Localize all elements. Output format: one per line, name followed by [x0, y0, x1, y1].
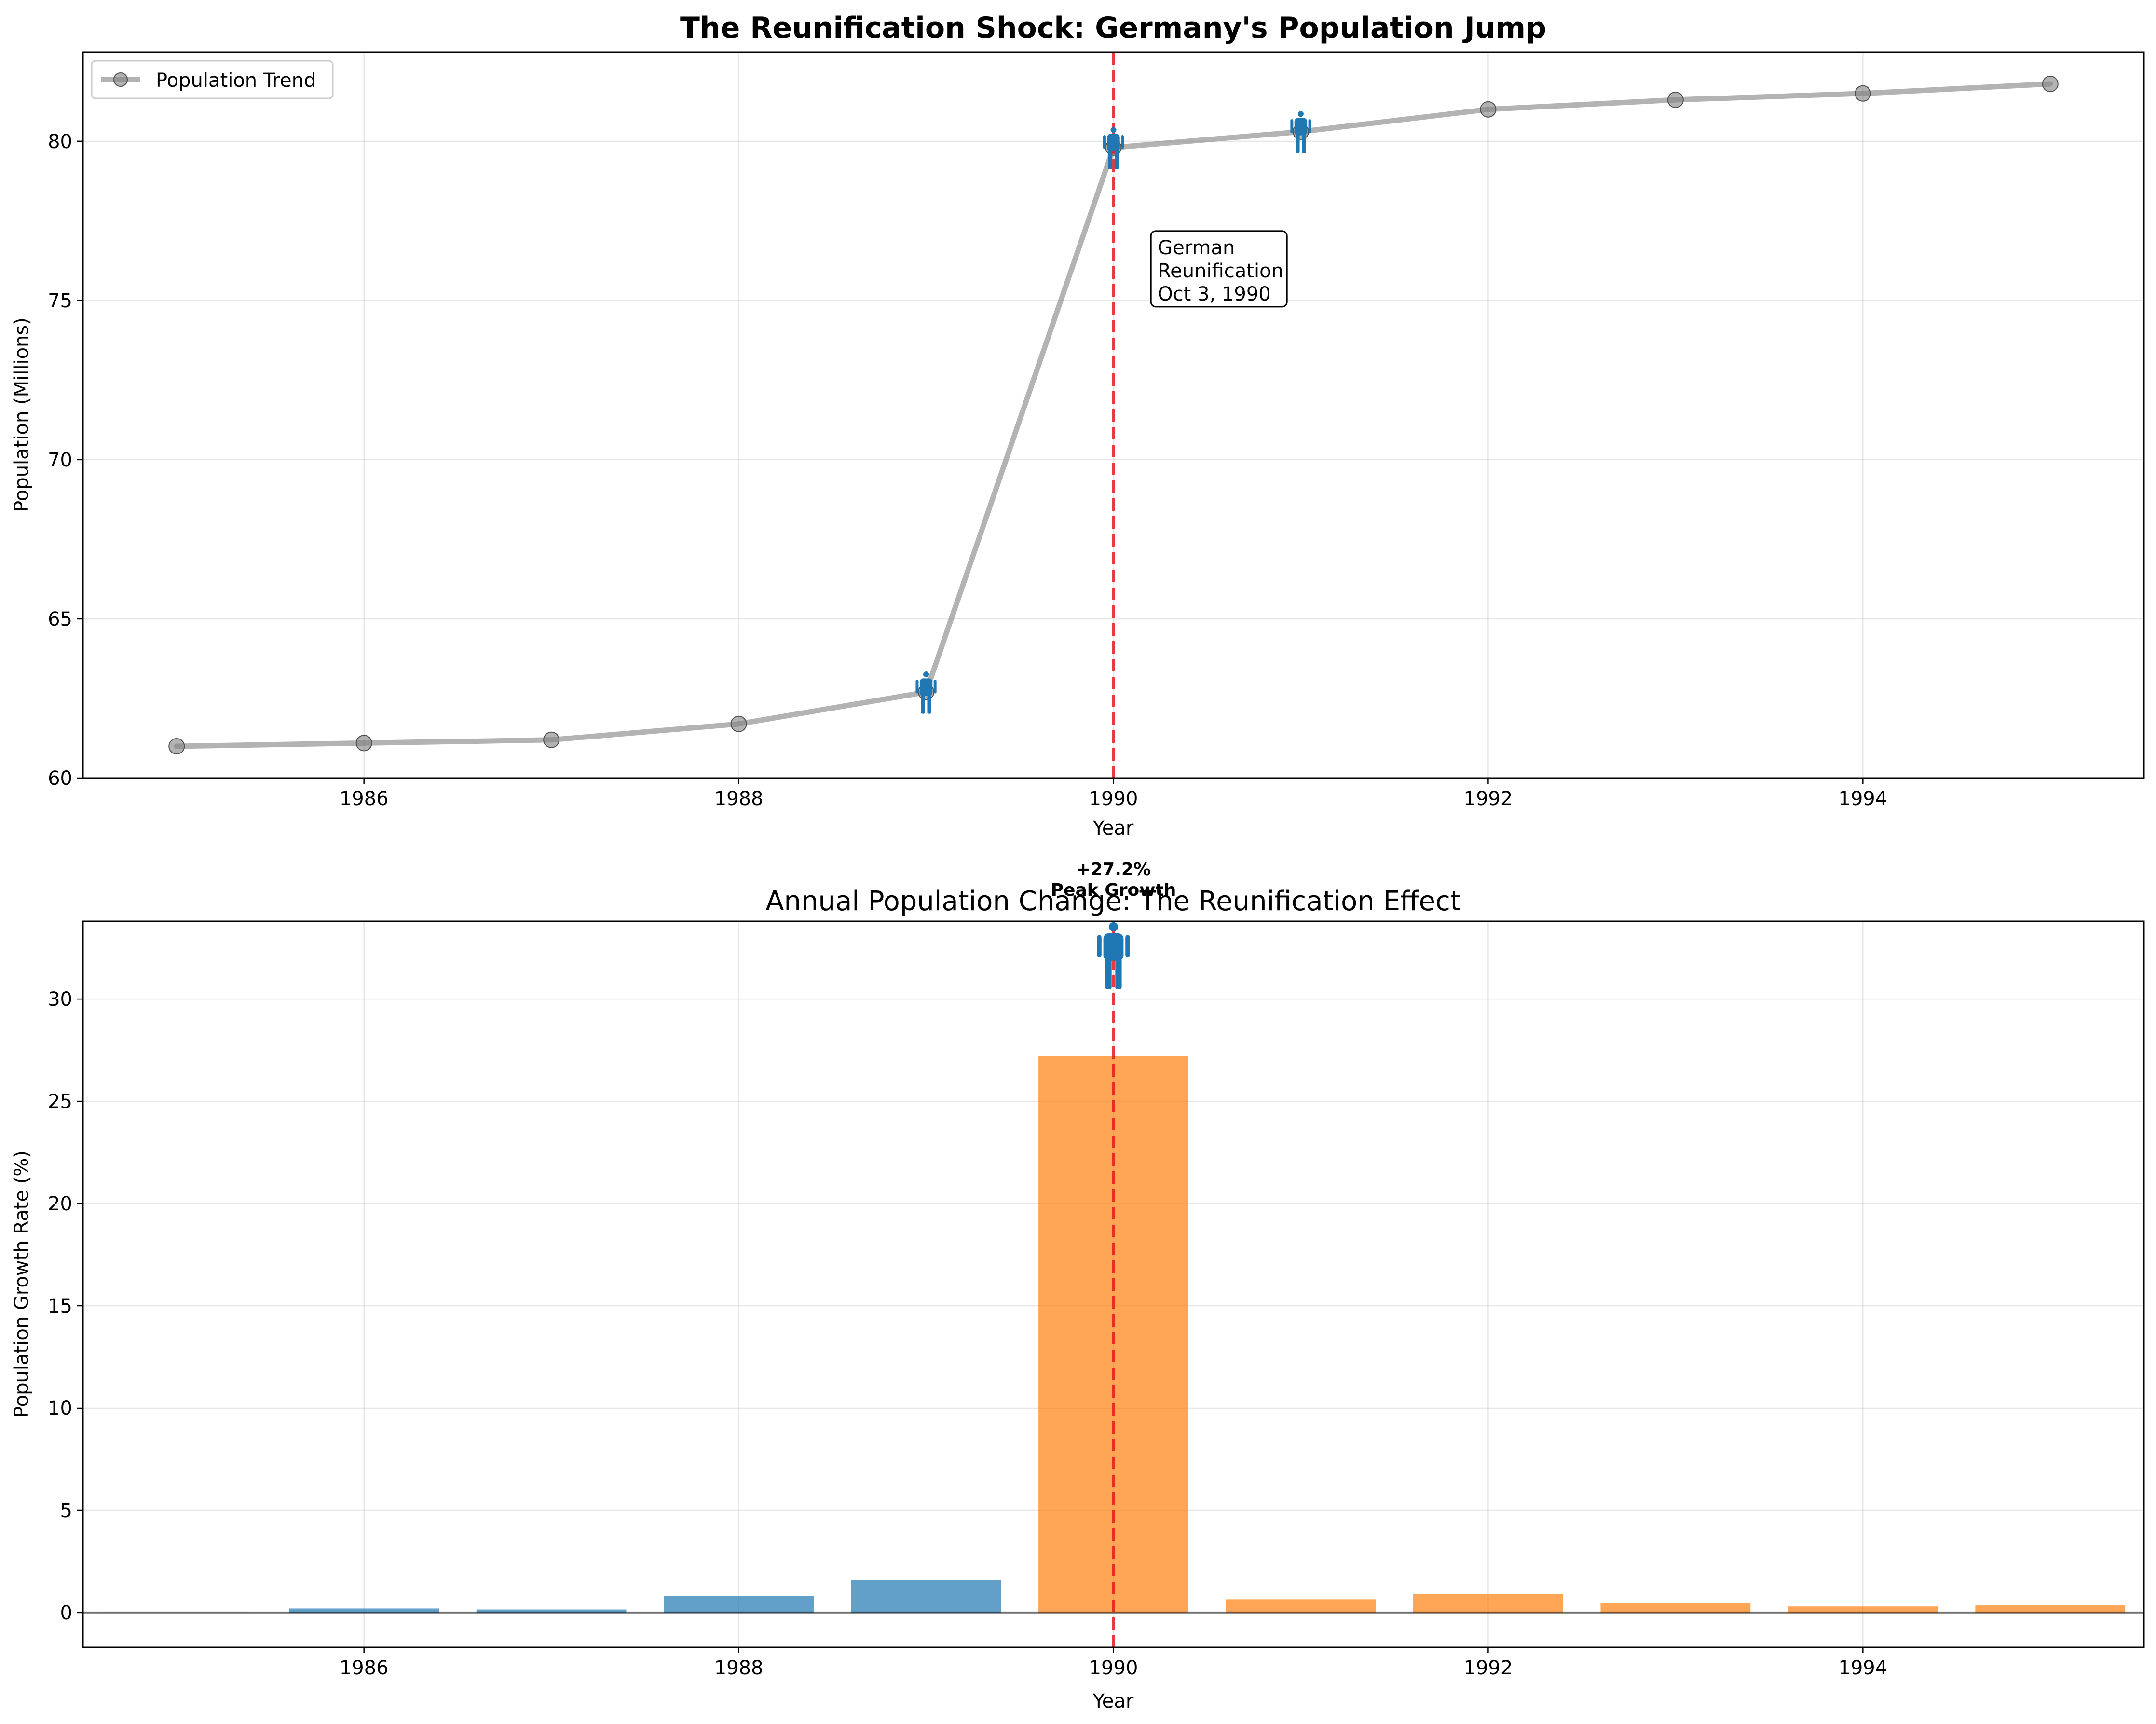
reunification-annotation: German Reunification Oct 3, 1990 [1150, 230, 1288, 308]
bottom-x-axis-label: Year [1092, 1690, 1134, 1712]
population-point [1480, 101, 1497, 118]
top-y-tick-label: 60 [48, 767, 72, 790]
person-icon-torso [919, 678, 933, 696]
peak-person-icon [1097, 922, 1130, 989]
person-icon [915, 671, 937, 714]
person-icon-right-arm [933, 679, 937, 694]
top-y-tick-label: 70 [48, 449, 72, 471]
peak-person-icon-head [1109, 922, 1118, 931]
top-plot-frame [82, 51, 2145, 779]
bottom-y-tick-label: 10 [48, 1397, 72, 1420]
growth-bar [851, 1580, 1001, 1613]
growth-bar [1788, 1606, 1938, 1613]
person-icon-left-leg [1108, 150, 1113, 169]
top-y-ticks: 60 65 70 75 80 [48, 131, 83, 790]
population-point [355, 735, 372, 752]
person-icon-head [1110, 127, 1117, 133]
annotation-line-3: Oct 3, 1990 [1158, 283, 1271, 305]
person-icon-torso [1107, 134, 1120, 151]
population-point [1667, 92, 1684, 109]
person-icon-right-arm [1308, 119, 1311, 133]
person-icon-left-arm [915, 679, 919, 694]
person-icon-torso [1294, 118, 1308, 136]
peak-growth-label: Peak Growth [1051, 880, 1176, 900]
growth-bar [476, 1609, 627, 1613]
bottom-x-tick-label: 1994 [1838, 1657, 1887, 1679]
peak-person-icon-right-leg [1115, 958, 1122, 989]
top-y-tick-label: 65 [48, 608, 72, 630]
person-icon-left-leg [921, 694, 925, 714]
annotation-line-2: Reunification [1158, 260, 1283, 282]
bottom-y-tick-label: 20 [48, 1193, 72, 1215]
population-point [1855, 85, 1871, 102]
person-icon-right-leg [927, 694, 931, 714]
top-x-tick-label: 1986 [340, 788, 389, 810]
peak-person-icon-torso [1103, 933, 1124, 961]
population-point [543, 731, 560, 748]
bottom-y-ticks: 0 5 10 15 20 25 30 [48, 988, 83, 1624]
population-chart: 1986 1988 1990 1992 1994 60 65 70 75 80 The Reun… [11, 11, 2145, 839]
top-x-tick-label: 1992 [1464, 788, 1513, 810]
person-icon-head [923, 671, 929, 677]
bottom-y-axis-label: Population Growth Rate (%) [11, 1150, 33, 1418]
top-x-axis-label: Year [1092, 817, 1134, 839]
person-icon-left-leg [1296, 134, 1300, 153]
legend-marker-swatch [113, 72, 128, 87]
growth-chart: 1986 1988 1990 1992 1994 0 5 10 15 20 25 30 Annual… [11, 860, 2145, 1712]
person-icon-head [1297, 111, 1304, 117]
bottom-x-ticks: 1986 1988 1990 1992 1994 [340, 1647, 1887, 1679]
bottom-y-tick-label: 30 [48, 988, 72, 1011]
growth-bar [664, 1596, 814, 1613]
peak-growth-value: +27.2% [1076, 860, 1151, 879]
legend-box [91, 60, 334, 99]
person-icon-left-arm [1103, 135, 1106, 149]
bottom-x-tick-label: 1986 [340, 1657, 389, 1679]
growth-bar [1226, 1599, 1376, 1613]
top-marks [168, 52, 2059, 778]
top-x-tick-label: 1994 [1838, 788, 1887, 810]
top-chart-title: The Reunification Shock: Germany's Popul… [680, 11, 1546, 45]
top-y-tick-label: 75 [48, 290, 72, 312]
growth-bar [1413, 1594, 1563, 1613]
annotation-line-1: German [1158, 237, 1235, 259]
growth-bar [1600, 1603, 1751, 1613]
bottom-y-tick-label: 0 [60, 1602, 72, 1624]
peak-person-icon-right-arm [1125, 935, 1130, 958]
population-point [730, 715, 747, 732]
bottom-y-tick-label: 25 [48, 1091, 72, 1113]
growth-bar [1975, 1605, 2126, 1613]
bottom-y-tick-label: 15 [48, 1295, 72, 1317]
legend-label: Population Trend [156, 69, 316, 92]
population-point [2042, 76, 2059, 93]
annotation-box [1150, 230, 1288, 308]
person-icon-right-leg [1302, 134, 1306, 153]
bottom-x-tick-label: 1990 [1089, 1657, 1138, 1679]
person-icon [1103, 127, 1124, 169]
population-point [168, 738, 185, 754]
growth-bar [289, 1608, 439, 1613]
top-x-tick-label: 1990 [1089, 788, 1138, 810]
peak-person-icon-left-arm [1097, 935, 1102, 958]
bottom-x-tick-label: 1988 [714, 1657, 764, 1679]
legend: Population Trend [91, 60, 334, 99]
person-icon-left-arm [1290, 119, 1294, 133]
bottom-plot-frame [82, 920, 2145, 1648]
bottom-chart-title: Annual Population Change: The Reunificat… [765, 886, 1461, 917]
person-icon-right-arm [1121, 135, 1124, 149]
bottom-y-tick-label: 5 [60, 1500, 72, 1522]
top-x-ticks: 1986 1988 1990 1992 1994 [340, 778, 1887, 810]
person-icon-right-leg [1114, 150, 1119, 169]
top-y-axis-label: Population (Millions) [11, 317, 33, 512]
person-icon [1290, 111, 1311, 153]
peak-person-icon-left-leg [1105, 958, 1112, 989]
bottom-x-tick-label: 1992 [1464, 1657, 1513, 1679]
bottom-marks [83, 921, 2144, 1647]
top-y-tick-label: 80 [48, 131, 72, 153]
top-x-tick-label: 1988 [714, 788, 764, 810]
